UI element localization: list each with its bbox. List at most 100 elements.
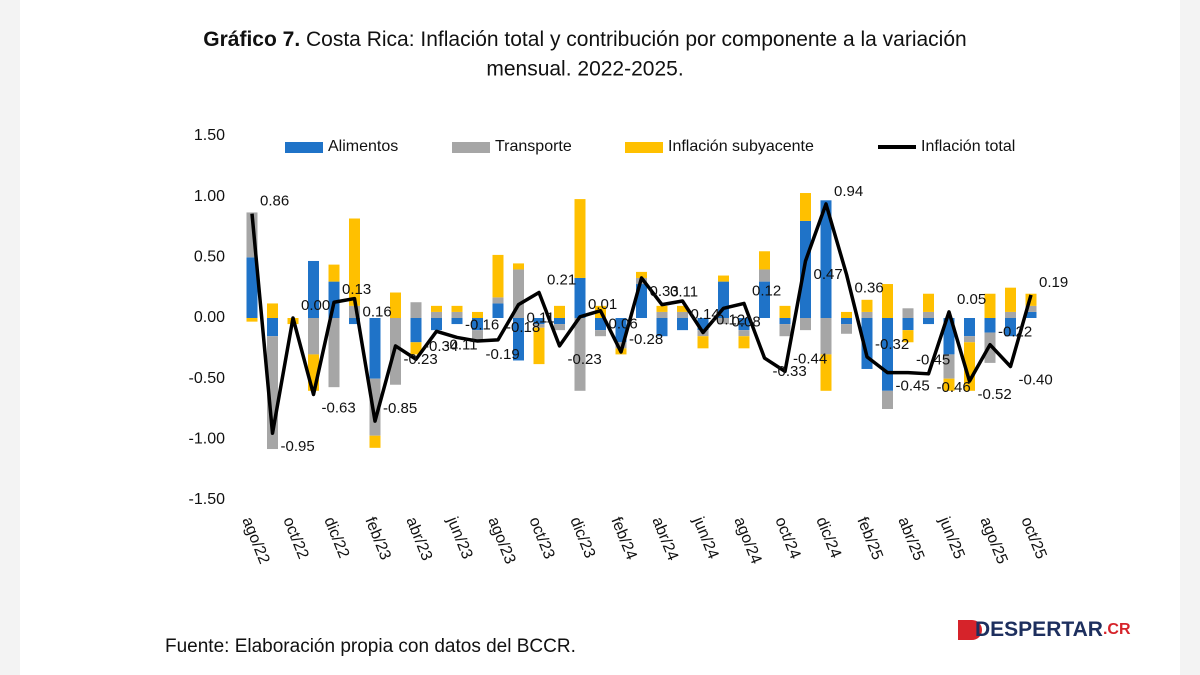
- data-label: 0.21: [547, 271, 576, 288]
- bar: [718, 318, 729, 325]
- data-label: -0.40: [1019, 372, 1053, 389]
- data-label: -0.22: [998, 324, 1032, 341]
- y-tick-label: -1.50: [189, 491, 226, 508]
- bar: [410, 318, 422, 343]
- y-tick-label: -1.00: [189, 431, 226, 448]
- chart-title: Gráfico 7. Costa Rica: Inflación total y…: [203, 28, 966, 51]
- bar: [1025, 305, 1037, 312]
- bar: [779, 305, 791, 318]
- data-label: 0.16: [363, 304, 392, 321]
- title-bold: Gráfico 7.: [203, 28, 300, 51]
- bar: [677, 311, 688, 318]
- bar: [697, 336, 709, 349]
- data-label: 0.00: [301, 297, 330, 314]
- data-label: -0.52: [978, 386, 1012, 403]
- y-tick-label: 0.50: [194, 249, 225, 266]
- data-label: 0.86: [260, 193, 289, 210]
- bar: [861, 311, 873, 318]
- bar: [390, 292, 401, 318]
- legend-swatch: [285, 142, 323, 153]
- bar: [267, 336, 278, 450]
- bar: [533, 318, 545, 325]
- bar: [800, 193, 811, 221]
- bar: [964, 336, 975, 343]
- chart-title-line2: mensual. 2022-2025.: [486, 58, 683, 81]
- data-label: -0.28: [629, 331, 663, 348]
- bar: [1005, 287, 1016, 312]
- bar: [841, 324, 852, 334]
- bar: [820, 354, 832, 391]
- bar: [923, 318, 934, 325]
- bar: [574, 318, 586, 391]
- bar: [984, 318, 996, 333]
- bar: [492, 297, 504, 304]
- data-label: -0.11: [445, 336, 478, 353]
- bar: [964, 342, 975, 391]
- bar: [964, 318, 975, 337]
- bar: [451, 318, 463, 325]
- bar: [328, 264, 340, 282]
- bar: [410, 342, 422, 355]
- bar: [759, 269, 770, 282]
- bar: [554, 324, 565, 331]
- bar: [369, 378, 381, 436]
- bar: [267, 318, 278, 337]
- bar: [369, 435, 381, 448]
- bar: [923, 311, 934, 318]
- logo-suffix: .CR: [1103, 621, 1131, 638]
- bar: [841, 311, 852, 318]
- legend-label: Alimentos: [328, 138, 398, 155]
- bar: [349, 305, 360, 318]
- y-tick-label: 1.00: [194, 188, 225, 205]
- data-label: 0.11: [527, 310, 555, 327]
- title-text: Costa Rica: Inflación total y contribuci…: [306, 28, 967, 51]
- bar: [533, 327, 545, 365]
- bar: [759, 251, 770, 270]
- bar: [943, 354, 955, 379]
- legend-swatch: [625, 142, 663, 153]
- bar: [718, 275, 729, 282]
- data-label: 0.94: [834, 183, 863, 200]
- bar: [779, 324, 791, 337]
- logo-icon: [958, 620, 982, 640]
- legend-label: Inflación total: [921, 138, 1015, 155]
- bar: [492, 303, 504, 318]
- bar: [615, 342, 627, 349]
- data-label: -0.45: [896, 378, 930, 395]
- bar: [308, 260, 319, 318]
- bar: [472, 318, 483, 331]
- data-label: -0.19: [486, 346, 520, 363]
- bar: [328, 318, 340, 388]
- data-label: -0.46: [937, 379, 971, 396]
- bar: [656, 318, 668, 337]
- bar: [267, 303, 278, 318]
- bar: [451, 305, 463, 312]
- data-label: 0.13: [342, 281, 371, 298]
- bar: [697, 318, 709, 331]
- data-label: -0.85: [383, 400, 417, 417]
- bar: [882, 390, 893, 409]
- data-label: 0.47: [814, 266, 843, 283]
- data-label: 0.08: [732, 313, 761, 330]
- bar: [246, 318, 258, 322]
- data-label: -0.45: [916, 352, 950, 369]
- legend-swatch: [452, 142, 490, 153]
- bar: [882, 318, 893, 391]
- data-label: -0.34: [424, 338, 458, 355]
- bar: [861, 318, 873, 369]
- bar: [451, 311, 463, 318]
- bar: [615, 318, 627, 343]
- bar: [595, 318, 606, 331]
- bar: [1025, 311, 1037, 318]
- bar: [513, 263, 524, 270]
- bar: [677, 318, 688, 331]
- bar: [246, 212, 258, 258]
- data-label: 0.06: [609, 316, 638, 333]
- bar: [308, 318, 319, 355]
- data-label: -0.95: [281, 438, 315, 455]
- data-label: -0.16: [465, 316, 499, 333]
- line: [250, 202, 1033, 436]
- bar: [554, 318, 565, 325]
